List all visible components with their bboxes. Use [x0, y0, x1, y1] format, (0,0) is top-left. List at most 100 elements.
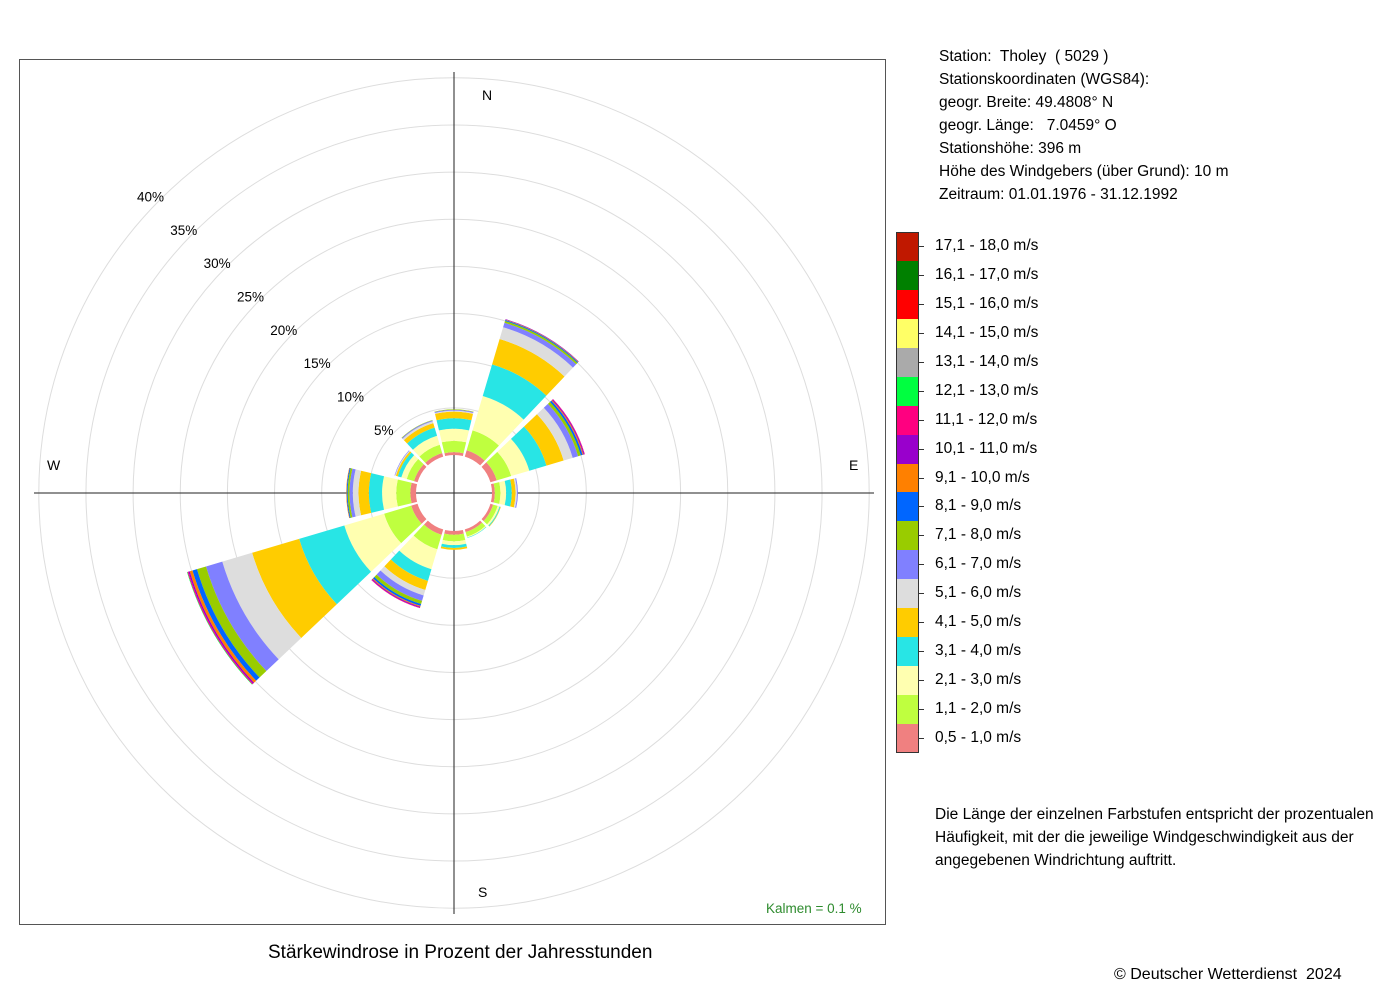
- sector-segment: [402, 421, 434, 441]
- legend-label: 8,1 - 9,0 m/s: [935, 497, 1022, 515]
- sector-210deg: [371, 520, 444, 609]
- sector-270deg: [346, 467, 418, 519]
- sector-segment: [394, 450, 411, 476]
- sector-segment: [536, 407, 573, 461]
- sector-segment: [344, 513, 402, 572]
- sector-segment: [483, 504, 498, 525]
- legend-label: 5,1 - 6,0 m/s: [935, 584, 1022, 602]
- legend-label: 16,1 - 17,0 m/s: [935, 265, 1039, 283]
- legend-label: 9,1 - 10,0 m/s: [935, 468, 1030, 486]
- sector-segment: [406, 459, 424, 482]
- sector-segment: [472, 395, 524, 446]
- sector-segment: [384, 505, 422, 544]
- station-altitude: Stationshöhe: 396 m: [939, 140, 1082, 157]
- sector-90deg: [490, 478, 518, 508]
- compass-north-label: N: [482, 87, 492, 103]
- ring-labels: 5% 10% 15% 20% 25% 30% 35% 40%: [137, 189, 394, 437]
- legend-swatch: [896, 289, 919, 319]
- note-line: Die Länge der einzelnen Farbstufen entsp…: [935, 806, 1374, 823]
- sector-segment: [299, 525, 372, 605]
- sector-segment: [487, 505, 500, 526]
- legend-tick: [919, 622, 924, 624]
- explanation-note: Die Länge der einzelnen Farbstufen entsp…: [935, 803, 1395, 872]
- sector-segment: [352, 469, 362, 517]
- sector-segment: [441, 540, 467, 546]
- legend-swatch: [896, 550, 919, 580]
- sector-segment: [441, 440, 467, 454]
- sector-segment: [481, 462, 497, 483]
- sector-segment: [372, 576, 422, 606]
- sector-segment: [382, 476, 398, 510]
- ring-label: 35%: [170, 223, 197, 238]
- sector-segment: [438, 428, 470, 443]
- sector-60deg: [481, 399, 585, 483]
- sector-segment: [444, 529, 464, 535]
- sector-segment: [196, 566, 267, 678]
- sector-segment: [499, 480, 507, 506]
- sector-segment: [503, 322, 577, 368]
- ring-label: 40%: [137, 189, 164, 204]
- sector-segment: [380, 566, 426, 596]
- sector-300deg: [394, 450, 427, 483]
- sector-segment: [440, 546, 468, 550]
- legend-swatch: [896, 405, 919, 435]
- sector-segment: [434, 410, 474, 414]
- sector-segment: [395, 451, 412, 477]
- sector-segment: [413, 464, 427, 483]
- legend-swatch: [896, 434, 919, 464]
- sector-segment: [444, 452, 464, 457]
- sector-segment: [423, 520, 444, 535]
- legend-tick: [919, 390, 924, 392]
- sector-segment: [425, 452, 444, 466]
- compass-east-label: E: [849, 457, 858, 473]
- legend-tick: [919, 651, 924, 653]
- sector-segment: [358, 470, 372, 516]
- station-name: Station: Tholey ( 5029 ): [939, 48, 1109, 65]
- sector-segment: [368, 473, 385, 513]
- sector-segment: [493, 482, 501, 504]
- station-latitude: geogr. Breite: 49.4808° N: [939, 94, 1114, 111]
- wind-sectors: [187, 319, 585, 685]
- legend-label: 13,1 - 14,0 m/s: [935, 352, 1039, 370]
- sector-0deg: [434, 409, 474, 457]
- sector-segment: [374, 574, 423, 605]
- chart-title: Stärkewindrose in Prozent der Jahresstun…: [268, 942, 653, 963]
- legend-label: 7,1 - 8,0 m/s: [935, 526, 1022, 544]
- time-period: Zeitraum: 01.01.1976 - 31.12.1992: [939, 186, 1178, 203]
- legend-swatch: [896, 318, 919, 348]
- sector-segment: [434, 409, 474, 413]
- sector-240deg: [187, 503, 427, 685]
- sector-segment: [349, 468, 356, 518]
- station-coordinates-heading: Stationskoordinaten (WGS84):: [939, 71, 1150, 88]
- legend-label: 10,1 - 11,0 m/s: [935, 439, 1038, 457]
- legend-swatch: [896, 376, 919, 406]
- sector-segment: [499, 327, 573, 377]
- legend-label: 0,5 - 1,0 m/s: [935, 728, 1022, 746]
- calm-label: Kalmen = 0.1 %: [766, 901, 862, 916]
- sector-segment: [390, 550, 432, 581]
- legend-tick: [919, 737, 924, 739]
- sector-segment: [401, 420, 433, 439]
- sector-150deg: [464, 520, 487, 539]
- station-info: Station: Tholey ( 5029 ) Stationskoordin…: [939, 45, 1228, 206]
- legend-swatch: [896, 347, 919, 377]
- legend-tick: [919, 419, 924, 421]
- sector-segment: [396, 479, 412, 507]
- wind-rose-svg: 5% 10% 15% 20% 25% 30% 35% 40% N E S W Kalmen =…: [34, 72, 874, 916]
- legend-label: 6,1 - 7,0 m/s: [935, 555, 1022, 573]
- sector-segment: [549, 400, 583, 456]
- legend-label: 15,1 - 16,0 m/s: [935, 294, 1039, 312]
- station-longitude: geogr. Länge: 7.0459° O: [939, 117, 1117, 134]
- sector-segment: [192, 569, 260, 681]
- sector-segment: [403, 423, 435, 444]
- sector-30deg: [464, 319, 579, 466]
- compass-west-label: W: [47, 457, 61, 473]
- legend-swatch: [896, 260, 919, 290]
- sector-segment: [205, 561, 279, 672]
- sector-segment: [486, 451, 512, 481]
- legend-swatch: [896, 232, 919, 261]
- sector-segment: [436, 418, 472, 431]
- legend-swatch: [896, 666, 919, 695]
- sector-segment: [513, 478, 517, 508]
- sector-segment: [492, 339, 565, 396]
